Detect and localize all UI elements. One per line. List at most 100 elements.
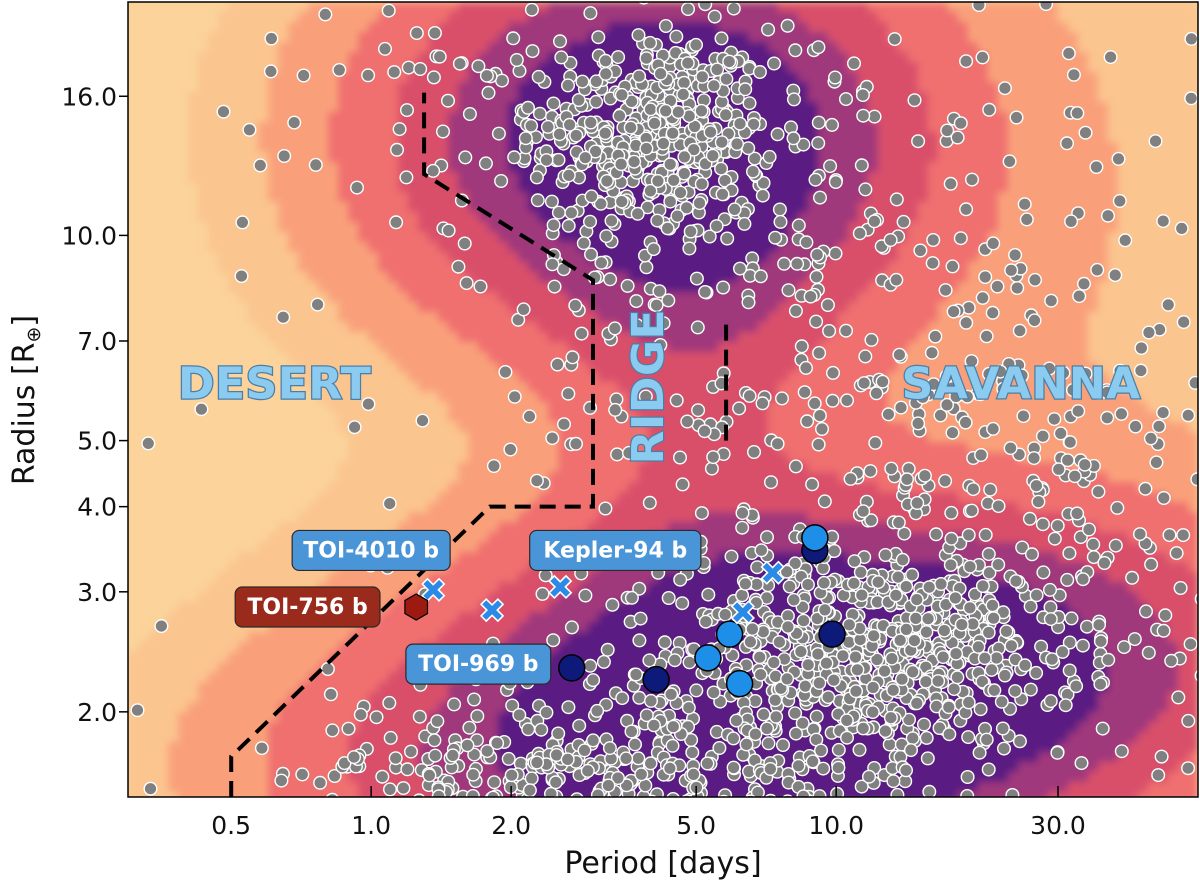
- density-cell: [808, 202, 819, 213]
- density-cell: [398, 472, 409, 483]
- density-cell: [368, 362, 379, 373]
- density-cell: [258, 682, 269, 693]
- density-cell: [618, 342, 629, 353]
- density-cell: [598, 422, 609, 433]
- density-cell: [738, 2, 749, 13]
- density-cell: [378, 252, 389, 263]
- density-cell: [608, 662, 619, 673]
- density-cell: [688, 332, 699, 343]
- density-cell: [388, 232, 399, 243]
- density-cell: [278, 552, 289, 563]
- density-cell: [648, 162, 659, 173]
- density-cell: [358, 792, 369, 797]
- density-cell: [398, 272, 409, 283]
- density-cell: [598, 672, 609, 683]
- density-cell: [638, 742, 649, 753]
- density-cell: [568, 312, 579, 323]
- density-cell: [398, 32, 409, 43]
- density-cell: [768, 392, 779, 403]
- density-cell: [638, 342, 649, 353]
- density-cell: [578, 432, 589, 443]
- density-cell: [328, 382, 339, 393]
- density-cell: [248, 202, 259, 213]
- density-cell: [508, 262, 519, 273]
- density-cell: [718, 292, 729, 303]
- density-cell: [468, 702, 479, 713]
- density-cell: [508, 722, 519, 733]
- density-cell: [268, 162, 279, 173]
- density-cell: [838, 122, 849, 133]
- density-cell: [518, 192, 529, 203]
- density-cell: [698, 332, 709, 343]
- density-cell: [678, 662, 689, 673]
- density-cell: [778, 162, 789, 173]
- density-cell: [508, 592, 519, 603]
- density-cell: [498, 312, 509, 323]
- density-cell: [158, 672, 169, 683]
- density-cell: [288, 332, 299, 343]
- density-cell: [508, 22, 519, 33]
- density-cell: [508, 142, 519, 153]
- density-cell: [718, 272, 729, 283]
- density-cell: [648, 612, 659, 623]
- density-cell: [778, 412, 789, 423]
- density-cell: [448, 682, 459, 693]
- density-cell: [408, 462, 419, 473]
- density-cell: [538, 252, 549, 263]
- density-cell: [208, 702, 219, 713]
- density-cell: [748, 402, 759, 413]
- density-cell: [738, 302, 749, 313]
- density-cell: [268, 762, 279, 773]
- density-cell: [408, 782, 419, 793]
- density-cell: [428, 132, 439, 143]
- density-cell: [808, 212, 819, 223]
- density-cell: [318, 22, 329, 33]
- density-cell: [758, 522, 769, 533]
- density-cell: [338, 312, 349, 323]
- density-cell: [598, 412, 609, 423]
- density-cell: [598, 632, 609, 643]
- density-cell: [698, 392, 709, 403]
- density-cell: [468, 72, 479, 83]
- density-cell: [518, 402, 529, 413]
- density-cell: [598, 462, 609, 473]
- density-cell: [348, 502, 359, 513]
- density-cell: [488, 482, 499, 493]
- density-cell: [388, 302, 399, 313]
- density-cell: [498, 272, 509, 283]
- density-cell: [498, 332, 509, 343]
- density-cell: [558, 622, 569, 633]
- density-cell: [508, 62, 519, 73]
- density-cell: [308, 662, 319, 673]
- density-cell: [308, 502, 319, 513]
- density-cell: [238, 22, 249, 33]
- density-cell: [738, 532, 749, 543]
- density-cell: [708, 22, 719, 33]
- density-cell: [808, 152, 819, 163]
- density-cell: [748, 12, 759, 23]
- density-cell: [368, 62, 379, 73]
- density-cell: [808, 72, 819, 83]
- density-cell: [468, 392, 479, 403]
- density-cell: [458, 222, 469, 233]
- density-cell: [578, 352, 589, 363]
- density-cell: [758, 472, 769, 483]
- density-cell: [458, 462, 469, 473]
- density-cell: [408, 12, 419, 23]
- density-cell: [668, 332, 679, 343]
- density-cell: [468, 162, 479, 173]
- density-cell: [328, 512, 339, 523]
- density-cell: [438, 392, 449, 403]
- density-cell: [278, 722, 289, 733]
- density-cell: [338, 262, 349, 273]
- density-cell: [668, 2, 679, 13]
- density-cell: [508, 572, 519, 583]
- density-cell: [358, 312, 369, 323]
- density-cell: [808, 22, 819, 33]
- density-cell: [658, 472, 669, 483]
- density-cell: [168, 682, 179, 693]
- density-cell: [528, 162, 539, 173]
- density-cell: [438, 402, 449, 413]
- density-cell: [428, 432, 439, 443]
- density-cell: [318, 322, 329, 333]
